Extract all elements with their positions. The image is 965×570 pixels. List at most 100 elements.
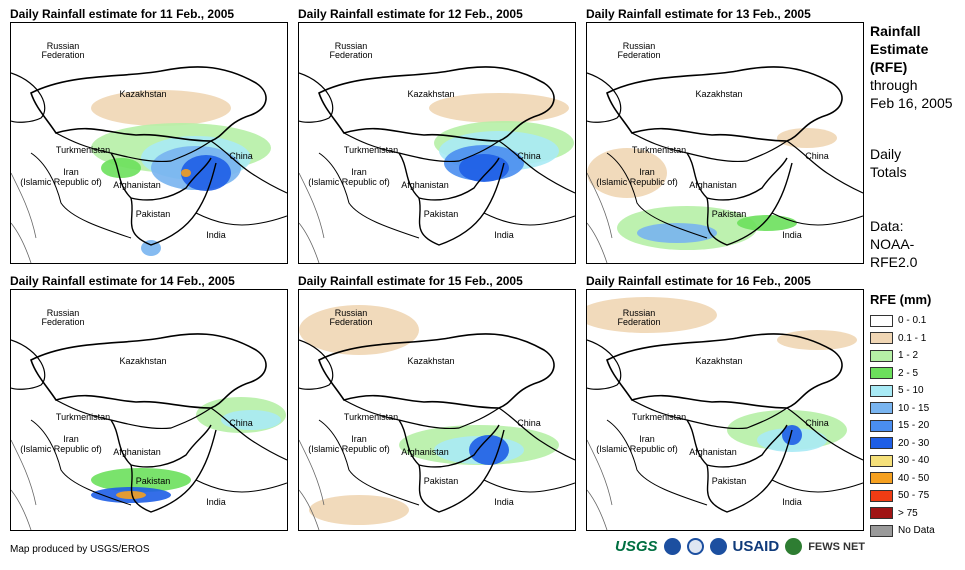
country-label-afghanistan: Afghanistan bbox=[401, 180, 449, 190]
legend-item: 0.1 - 1 bbox=[870, 330, 935, 348]
country-label-afghanistan: Afghanistan bbox=[113, 447, 161, 457]
afghanistan-border bbox=[686, 419, 788, 468]
legend-label: 20 - 30 bbox=[898, 437, 930, 449]
usaid-logo: USAID bbox=[732, 538, 780, 555]
country-label-kazakhstan: Kazakhstan bbox=[119, 89, 167, 99]
west-borders bbox=[11, 439, 37, 530]
china-border bbox=[498, 407, 575, 461]
country-label-china: China bbox=[805, 418, 829, 428]
country-label-iran: Iran bbox=[351, 434, 367, 444]
rainfall-area bbox=[737, 215, 797, 231]
country-label-china: China bbox=[517, 151, 541, 161]
legend-swatch bbox=[870, 349, 893, 362]
china-border bbox=[210, 407, 287, 461]
country-label-iran: (Islamic Republic of) bbox=[20, 444, 102, 454]
pakistan-border bbox=[130, 162, 217, 246]
legend-swatch bbox=[870, 454, 893, 467]
rainfall-area bbox=[181, 169, 191, 177]
china-border bbox=[210, 140, 287, 194]
kazakhstan-border bbox=[30, 66, 267, 142]
rainfall-area bbox=[587, 297, 717, 333]
country-label-turkmenistan: Turkmenistan bbox=[631, 145, 687, 155]
side-heading-line: Rainfall bbox=[870, 23, 921, 39]
country-label-russia: Russian bbox=[334, 308, 368, 318]
west-borders bbox=[299, 439, 325, 530]
legend-swatch bbox=[870, 437, 893, 450]
map-frame: Russian Federation Kazakhstan Turkmenistan I… bbox=[586, 22, 864, 264]
central-asia-borders bbox=[343, 399, 500, 430]
logo-bar: USGS USAID FEWS NET bbox=[615, 538, 865, 555]
country-label-russia: Russian bbox=[46, 41, 80, 51]
russia-border bbox=[587, 339, 622, 390]
panel-title: Daily Rainfall estimate for 16 Feb., 200… bbox=[586, 274, 811, 288]
pakistan-border bbox=[418, 429, 505, 513]
rainfall-area bbox=[141, 240, 161, 256]
west-borders bbox=[587, 439, 613, 530]
iran-border bbox=[606, 419, 708, 506]
map-frame: Russian Federation Kazakhstan Turkmenistan I… bbox=[298, 289, 576, 531]
rainfall-area bbox=[181, 155, 231, 191]
nasa-seal-icon bbox=[686, 538, 704, 555]
usaid-seal-icon bbox=[709, 538, 727, 555]
data-line: RFE2.0 bbox=[870, 254, 918, 270]
afghanistan-border bbox=[110, 152, 212, 201]
country-label-iran: Iran bbox=[63, 434, 79, 444]
map-frame: Russian Federation Kazakhstan Turkmenistan I… bbox=[10, 289, 288, 531]
russia-border bbox=[11, 72, 46, 123]
russia-border bbox=[11, 339, 46, 390]
iran-border bbox=[30, 419, 132, 506]
legend-label: 5 - 10 bbox=[898, 385, 924, 397]
russia-border bbox=[587, 72, 622, 123]
side-heading: Rainfall Estimate (RFE) through Feb 16, … bbox=[870, 22, 953, 112]
country-label-iran: Iran bbox=[63, 167, 79, 177]
map-panel: Daily Rainfall estimate for 16 Feb., 200… bbox=[586, 273, 864, 531]
kazakhstan-border bbox=[30, 333, 267, 409]
china-border bbox=[786, 140, 863, 194]
map-panel: Daily Rainfall estimate for 11 Feb., 200… bbox=[10, 6, 288, 264]
legend-label: > 75 bbox=[898, 507, 918, 519]
country-label-pakistan: Pakistan bbox=[711, 476, 747, 486]
legend-swatch bbox=[870, 507, 893, 520]
india-border bbox=[771, 479, 863, 493]
country-label-kazakhstan: Kazakhstan bbox=[695, 356, 743, 366]
legend-swatch bbox=[870, 367, 893, 380]
rainfall-area bbox=[777, 128, 837, 148]
country-label-pakistan: Pakistan bbox=[423, 476, 459, 486]
country-label-india: India bbox=[206, 497, 226, 507]
legend-label: 30 - 40 bbox=[898, 455, 930, 467]
country-label-iran: (Islamic Republic of) bbox=[308, 177, 390, 187]
country-label-india: India bbox=[206, 230, 226, 240]
country-label-india: India bbox=[782, 497, 802, 507]
india-border bbox=[483, 212, 575, 226]
legend-label: 1 - 2 bbox=[898, 350, 919, 362]
legend-item: > 75 bbox=[870, 505, 935, 523]
country-label-russia: Federation bbox=[41, 317, 85, 327]
country-label-turkmenistan: Turkmenistan bbox=[343, 412, 399, 422]
afghanistan-border bbox=[110, 419, 212, 468]
country-label-afghanistan: Afghanistan bbox=[113, 180, 161, 190]
country-label-turkmenistan: Turkmenistan bbox=[55, 412, 111, 422]
country-label-china: China bbox=[517, 418, 541, 428]
central-asia-borders bbox=[343, 132, 500, 163]
data-line: Data: bbox=[870, 218, 904, 234]
country-label-kazakhstan: Kazakhstan bbox=[695, 89, 743, 99]
data-source: Data: NOAA- RFE2.0 bbox=[870, 217, 917, 271]
west-borders bbox=[587, 172, 613, 263]
legend-swatch bbox=[870, 472, 893, 485]
map-frame: Russian Federation Kazakhstan Turkmenistan I… bbox=[298, 22, 576, 264]
legend-label: No Data bbox=[898, 525, 935, 537]
legend-title: RFE (mm) bbox=[870, 292, 932, 307]
west-borders bbox=[299, 172, 325, 263]
legend-swatch bbox=[870, 524, 893, 537]
country-label-pakistan: Pakistan bbox=[135, 476, 171, 486]
central-asia-borders bbox=[631, 132, 788, 163]
legend-swatch bbox=[870, 314, 893, 327]
map-panel: Daily Rainfall estimate for 14 Feb., 200… bbox=[10, 273, 288, 531]
country-label-kazakhstan: Kazakhstan bbox=[407, 89, 455, 99]
rainfall-area bbox=[116, 491, 146, 499]
iran-border bbox=[318, 152, 420, 239]
country-label-iran: (Islamic Republic of) bbox=[20, 177, 102, 187]
legend-label: 0.1 - 1 bbox=[898, 332, 927, 344]
country-label-afghanistan: Afghanistan bbox=[401, 447, 449, 457]
rainfall-area bbox=[91, 90, 231, 126]
